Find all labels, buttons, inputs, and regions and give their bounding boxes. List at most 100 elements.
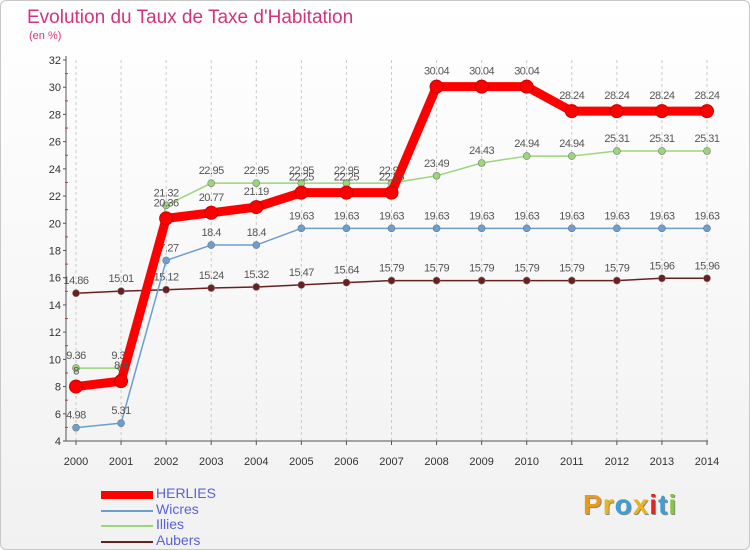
y-tick-label: 14: [49, 300, 61, 312]
data-point-aubers: [297, 281, 306, 289]
x-tick-label: 2007: [379, 456, 403, 468]
y-tick-label: 24: [49, 164, 61, 176]
data-point-wicres: [613, 224, 621, 233]
data-point-illies: [162, 201, 170, 210]
legend-label-wicres: Wicres: [156, 500, 199, 517]
legend-label-illies: Illies: [156, 516, 185, 532]
data-point-aubers: [117, 287, 125, 295]
data-label-herlies: 22.25: [379, 172, 404, 184]
data-label-herlies: 28.24: [694, 90, 719, 102]
data-label-herlies: 20.77: [199, 192, 224, 204]
legend-label-aubers: Aubers: [156, 531, 201, 548]
data-label-aubers: 15.01: [109, 273, 134, 285]
data-label-herlies: 22.25: [334, 172, 359, 184]
y-tick-label: 28: [49, 109, 61, 121]
data-point-aubers: [207, 284, 216, 292]
data-label-aubers: 15.79: [424, 263, 449, 275]
y-tick-label: 8: [55, 382, 61, 394]
data-point-aubers: [252, 283, 261, 291]
data-point-herlies: [339, 185, 354, 200]
data-point-herlies: [654, 104, 669, 119]
data-point-wicres: [162, 256, 170, 265]
data-label-aubers: 15.47: [289, 267, 314, 279]
y-tick-label: 26: [49, 137, 61, 149]
data-point-illies: [207, 179, 216, 187]
data-point-herlies: [564, 104, 579, 119]
data-point-aubers: [387, 276, 396, 285]
data-point-herlies: [294, 185, 309, 200]
x-tick-label: 2005: [289, 456, 313, 468]
data-point-wicres: [117, 419, 125, 427]
data-label-wicres: 19.63: [649, 210, 674, 222]
data-label-wicres: 4.98: [66, 410, 86, 422]
x-tick-label: 2003: [199, 456, 223, 468]
data-point-aubers: [703, 274, 711, 283]
data-point-wicres: [477, 224, 486, 233]
data-label-herlies: 28.24: [559, 90, 584, 102]
data-point-wicres: [72, 423, 80, 432]
data-label-illies: 23.49: [424, 158, 449, 170]
data-label-aubers: 15.12: [154, 272, 179, 284]
x-tick-label: 2013: [650, 456, 674, 468]
data-point-herlies: [204, 205, 219, 220]
data-label-illies: 9.36: [66, 350, 86, 362]
data-point-wicres: [522, 224, 531, 233]
data-point-herlies: [609, 104, 624, 119]
data-label-wicres: 19.63: [469, 210, 494, 222]
data-point-illies: [703, 147, 711, 155]
brand-logo: Proxiti: [583, 489, 678, 520]
x-tick-label: 2010: [514, 456, 538, 468]
data-point-aubers: [613, 276, 621, 285]
x-tick-label: 2001: [109, 456, 133, 468]
data-label-aubers: 14.86: [63, 275, 88, 287]
data-label-aubers: 15.79: [604, 263, 629, 275]
data-point-illies: [613, 147, 621, 155]
data-point-wicres: [432, 224, 441, 233]
legend-swatch-herlies: [101, 491, 153, 499]
data-point-aubers: [162, 285, 170, 294]
y-tick-label: 18: [49, 246, 61, 258]
data-point-wicres: [658, 224, 666, 233]
chart-unit: (en %): [29, 30, 62, 42]
data-label-wicres: 19.63: [514, 210, 539, 222]
data-point-wicres: [252, 241, 261, 249]
data-label-aubers: 15.24: [199, 270, 224, 282]
y-tick-label: 32: [49, 55, 61, 67]
data-label-herlies: 8.4: [114, 360, 128, 372]
legend-swatch-wicres: [101, 509, 153, 512]
data-point-wicres: [297, 224, 306, 233]
data-point-illies: [477, 159, 486, 167]
data-label-aubers: 15.64: [334, 265, 359, 277]
data-label-wicres: 19.63: [379, 210, 404, 222]
legend-label-herlies: HERLIES: [156, 485, 216, 501]
data-point-wicres: [567, 224, 576, 233]
y-tick-label: 22: [49, 191, 61, 203]
data-label-herlies: 28.24: [649, 90, 674, 102]
data-label-illies: 25.31: [604, 133, 629, 145]
data-label-illies: 22.95: [334, 165, 359, 177]
data-point-illies: [72, 364, 80, 372]
y-tick-label: 4: [55, 436, 61, 448]
data-label-aubers: 15.96: [649, 260, 674, 272]
data-label-wicres: 19.63: [289, 210, 314, 222]
data-label-illies: 22.95: [199, 165, 224, 177]
data-label-illies: 24.43: [469, 145, 494, 157]
data-label-herlies: 30.04: [424, 66, 449, 78]
data-point-aubers: [432, 276, 441, 285]
data-label-wicres: 18.4: [247, 227, 267, 239]
data-point-aubers: [567, 276, 576, 285]
data-point-herlies: [159, 211, 174, 226]
data-point-illies: [432, 171, 441, 180]
data-point-herlies: [474, 79, 489, 94]
x-tick-label: 2006: [334, 456, 358, 468]
data-point-aubers: [477, 276, 486, 285]
legend-swatch-illies: [101, 525, 153, 527]
data-point-aubers: [522, 276, 531, 285]
data-label-herlies: 30.04: [469, 66, 494, 78]
data-label-wicres: 18.4: [202, 227, 222, 239]
data-label-aubers: 15.79: [469, 263, 494, 275]
data-label-illies: 25.31: [694, 133, 719, 145]
data-point-illies: [252, 179, 261, 187]
x-tick-label: 2008: [424, 456, 448, 468]
